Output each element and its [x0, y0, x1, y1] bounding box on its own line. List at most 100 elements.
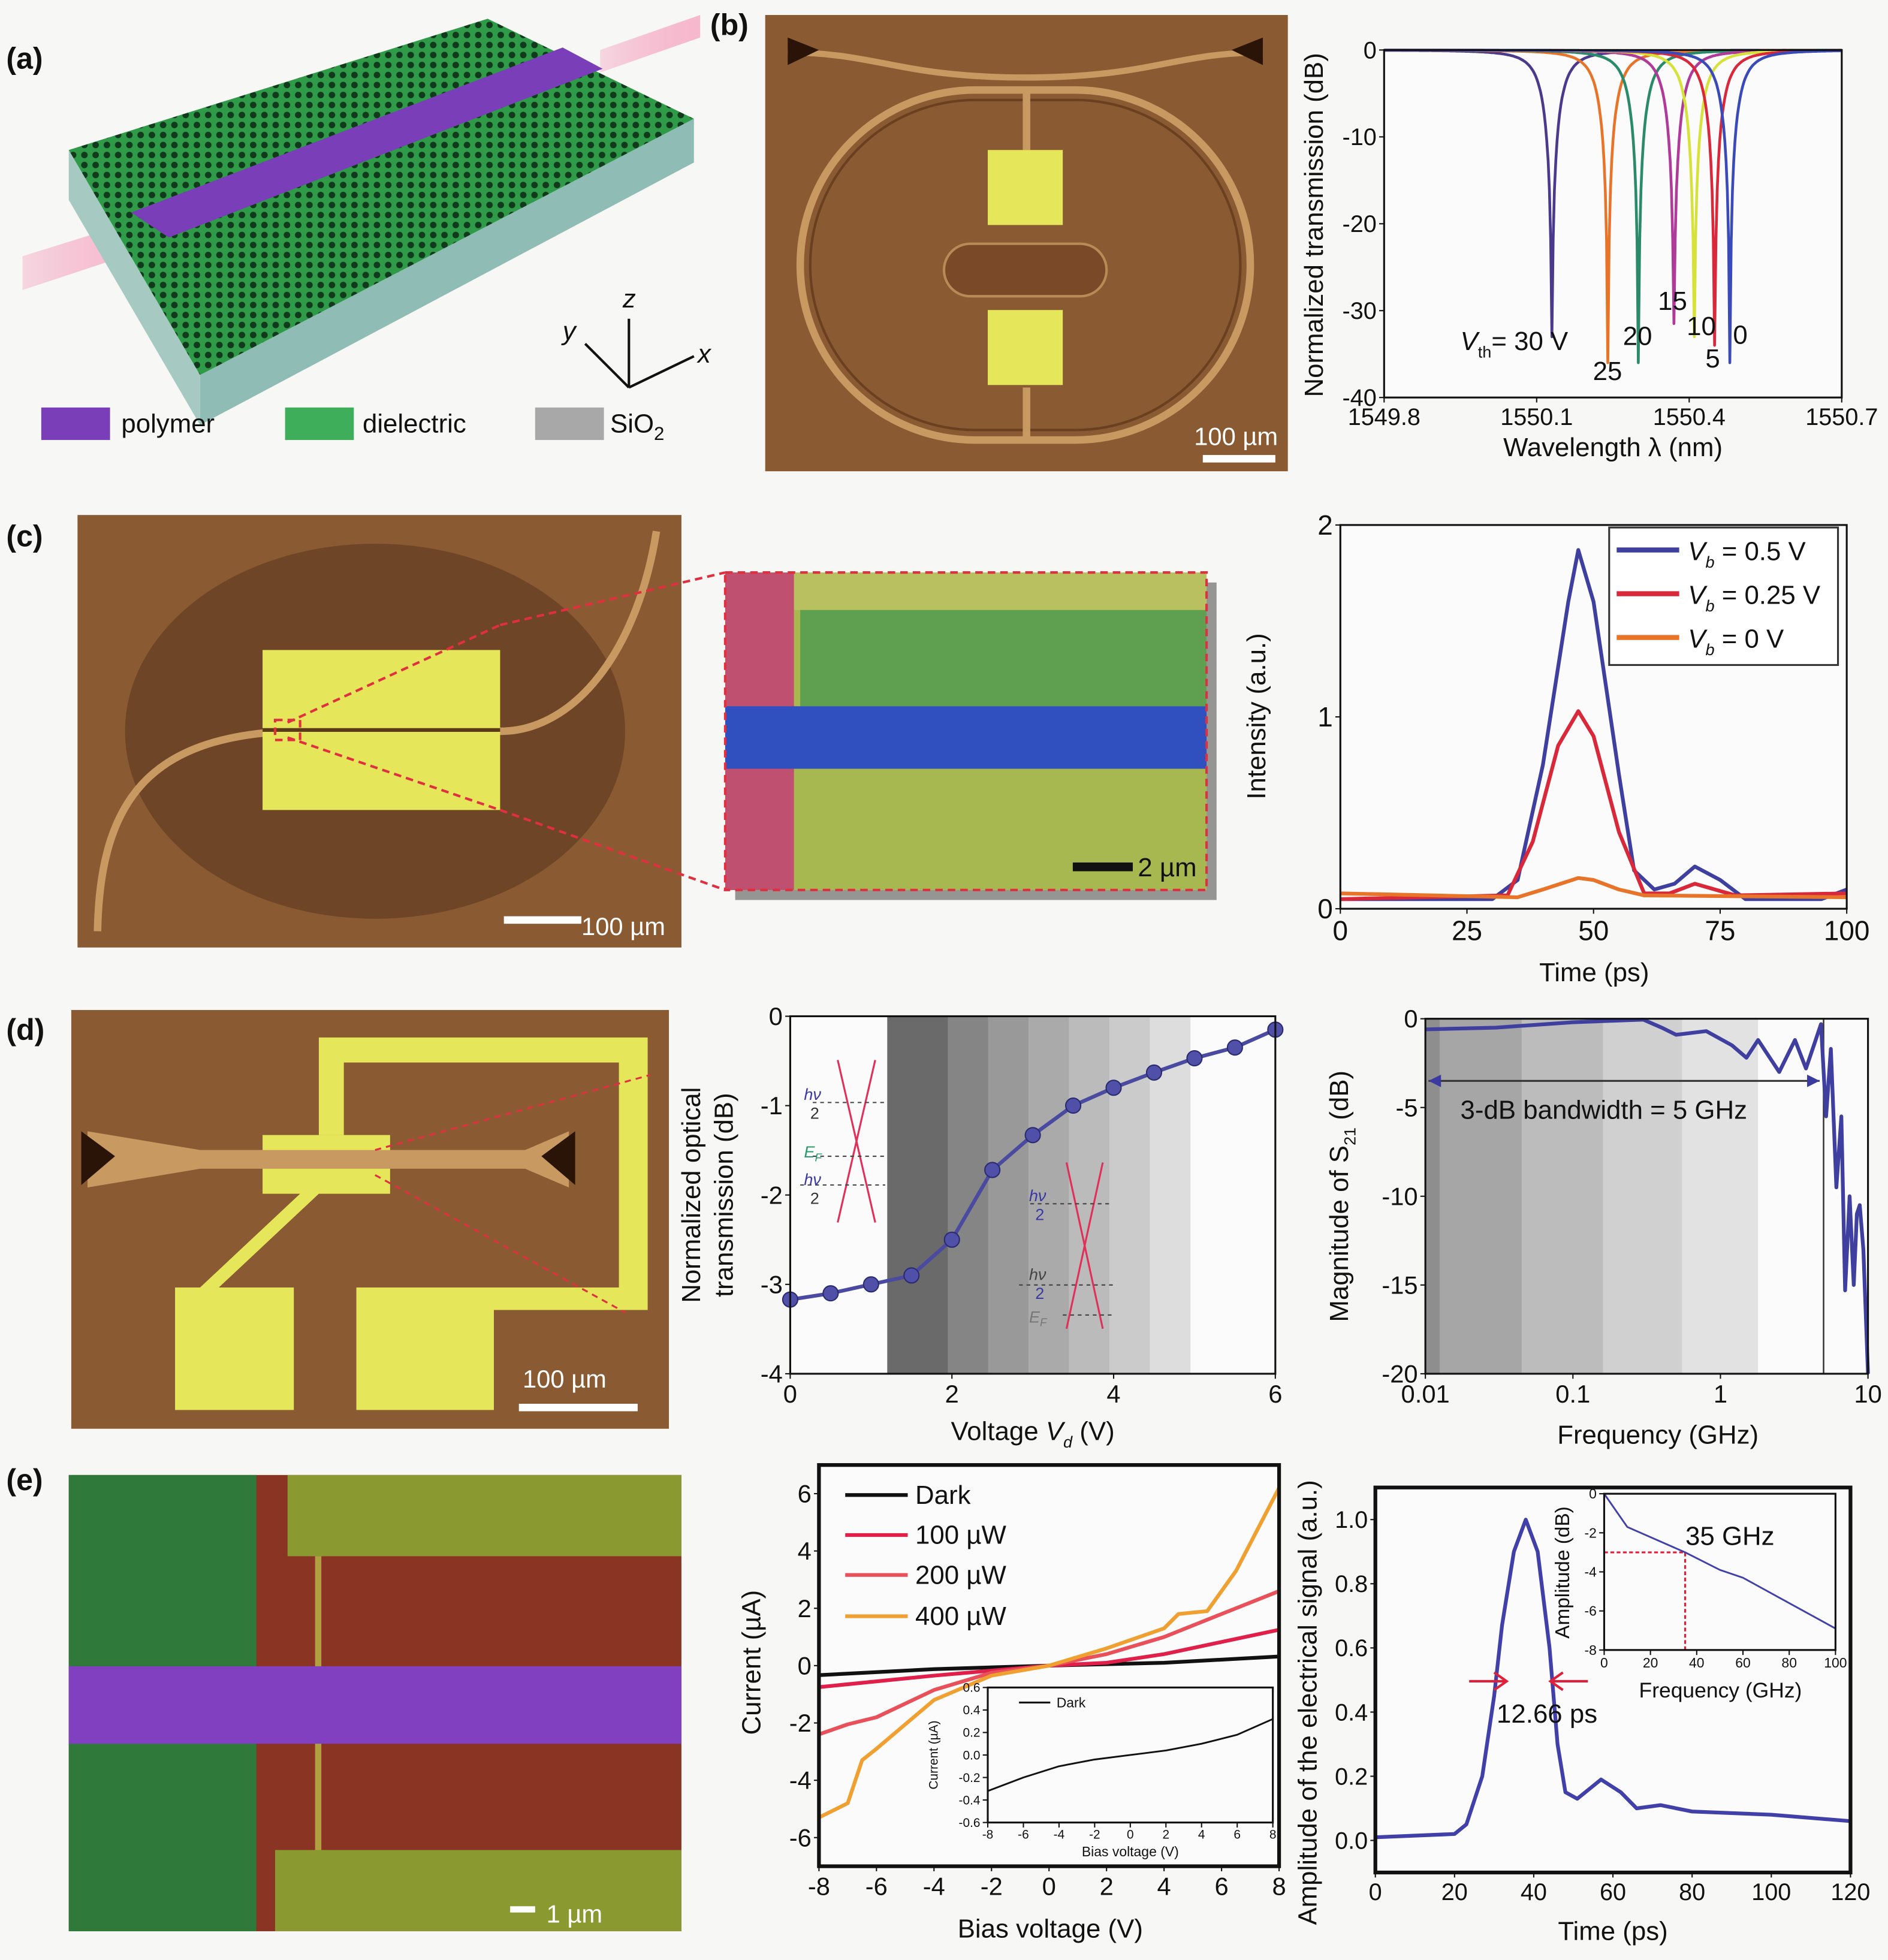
arrow-head-right — [1807, 1074, 1820, 1087]
legend-item: 400 µW — [915, 1602, 1006, 1631]
panel-label-d: (d) — [6, 1013, 44, 1047]
shade-band — [1109, 1016, 1150, 1374]
y-tick-label: -4 — [1585, 1564, 1597, 1579]
x-tick-label: 6 — [1215, 1872, 1229, 1901]
ef-label: EF — [804, 1142, 822, 1163]
y-tick-label: -2 — [1585, 1525, 1597, 1540]
axis-y-label: y — [561, 316, 578, 346]
x-tick-label: 6 — [1268, 1380, 1282, 1408]
x-axis-label: Time (ps) — [1558, 1917, 1667, 1946]
series-line — [1340, 709, 1847, 901]
panel-b: (b) 100 µm 1549.8 1550.1 1550.4 1550.7 0 -10 -… — [710, 8, 1878, 472]
x-tick-label: 80 — [1679, 1879, 1705, 1905]
y-tick-label: 2 — [798, 1594, 812, 1623]
x-tick-label: 1550.7 — [1805, 404, 1878, 430]
ring-resonator-micrograph: 100 µm — [765, 15, 1288, 472]
data-point — [1024, 1127, 1041, 1144]
x-tick-label: 100 — [1751, 1879, 1791, 1905]
y-tick-label: 0.6 — [1335, 1635, 1368, 1662]
x-axis-label: Voltage Vd (V) — [951, 1416, 1115, 1451]
scale-bar — [503, 916, 582, 924]
legend-swatch-sio2 — [535, 407, 604, 441]
x-tick-label: 0 — [783, 1380, 797, 1408]
axis-x-label: x — [696, 339, 712, 369]
modulator-micrograph: 100 µm — [71, 1010, 669, 1429]
data-point — [943, 1231, 960, 1248]
y-tick-label: 0 — [1589, 1486, 1597, 1501]
chart-iv-curves: -8 -6 -4 -2 0 2 4 6 8 6 4 2 0 -2 -4 -6 — [789, 1463, 1286, 1901]
series-line — [818, 1486, 1281, 1820]
zoom-lines — [273, 571, 726, 891]
curve-label: 25 — [1593, 357, 1622, 386]
inset-chart-dark-current: -8 -6 -4 -2 0 2 4 6 8 0.6 0.4 0.2 0.0 -0.2 -0.4 -0.6 — [959, 1681, 1277, 1842]
y-tick-label: 6 — [798, 1480, 812, 1508]
x-tick-label: 25 — [1452, 915, 1482, 946]
panel-label-e: (e) — [6, 1463, 43, 1497]
y-tick-label: 1 — [1317, 701, 1333, 732]
polymer-waveguide — [131, 47, 603, 238]
panel-label-c: (c) — [6, 519, 43, 553]
chart-s21-response: 0.01 0.1 1 10 0 -5 -10 -15 -20 — [1382, 1005, 1881, 1408]
y-tick-label: -15 — [1382, 1271, 1417, 1299]
device-3d-illustration — [22, 15, 701, 426]
hv-label: hν — [1029, 1265, 1046, 1284]
y-tick-label: 0 — [798, 1651, 812, 1679]
x-tick-label: -6 — [1018, 1828, 1029, 1842]
x-tick-label: 0 — [1333, 915, 1349, 946]
data-point — [862, 1276, 879, 1293]
fwhm-annotation: 12.66 ps — [1497, 1699, 1597, 1729]
bandwidth-marker — [1604, 1551, 1687, 1650]
y-axis-label: Intensity (a.u.) — [1242, 633, 1271, 799]
inset-legend-group: Dark — [1019, 1695, 1086, 1711]
x-tick-label: -2 — [981, 1872, 1003, 1901]
y-tick-label: -20 — [1382, 1360, 1417, 1388]
panel-d: (d) 100 µm 0 2 4 6 0 -1 -2 -3 -4 hν 2 EF hν 2 hν… — [6, 1002, 1881, 1451]
x-tick-label: 2 — [1162, 1828, 1169, 1842]
x-tick-label: 0 — [1600, 1655, 1608, 1670]
zoomed-inset-micrograph: 2 µm — [723, 571, 1217, 900]
data-point — [1145, 1064, 1163, 1081]
legend-item: Vb = 0 V — [1688, 624, 1784, 659]
y-tick-label: -20 — [1343, 211, 1377, 237]
vth-label: Vth= 30 V — [1461, 327, 1569, 361]
inset-chart-frequency-response: 0 20 40 60 80 100 0 -2 -4 -6 -8 — [1585, 1486, 1847, 1670]
shade-band — [948, 1016, 988, 1374]
legend-polymer: polymer — [121, 409, 215, 439]
shade-band — [1682, 1018, 1759, 1374]
plot-area — [1604, 1494, 1836, 1650]
y-tick-label: 0 — [1364, 37, 1377, 64]
x-tick-label: 4 — [1106, 1380, 1120, 1408]
data-point — [822, 1285, 839, 1302]
photodetector-micrograph: 100 µm — [77, 515, 681, 948]
inset-x-axis-label: Bias voltage (V) — [1082, 1844, 1179, 1859]
x-tick-label: 0.01 — [1401, 1380, 1450, 1408]
x-tick-label: -2 — [1089, 1828, 1100, 1842]
axis-z-label: z — [622, 284, 636, 313]
series-line — [987, 1718, 1274, 1792]
material-legend: polymer dielectric SiO2 — [41, 407, 664, 444]
waveguide-strip — [725, 706, 1207, 769]
x-tick-label: 6 — [1233, 1828, 1241, 1842]
legend-item: 100 µW — [915, 1521, 1006, 1550]
x-tick-label: 100 — [1824, 1655, 1847, 1670]
legend: Vb = 0.5 V Vb = 0.25 V Vb = 0 V — [1608, 526, 1839, 667]
data-point — [1186, 1050, 1203, 1067]
arrow-head-left — [1428, 1074, 1441, 1087]
legend-item: Dark — [915, 1480, 971, 1510]
band-diagram-inset-right: hν 2 hν 2 EF — [1019, 1162, 1114, 1329]
y-tick-label: 0 — [1404, 1005, 1417, 1033]
x-tick-label: 40 — [1689, 1655, 1705, 1670]
data-point — [984, 1162, 1001, 1178]
shade-band — [1440, 1018, 1522, 1374]
shade-band — [1029, 1016, 1069, 1374]
x-tick-label: -8 — [982, 1828, 994, 1842]
y-tick-label: 0 — [1317, 893, 1333, 924]
data-point — [1226, 1039, 1243, 1056]
x-axis-label: Frequency (GHz) — [1557, 1421, 1759, 1450]
x-axis-label: Wavelength λ (nm) — [1503, 433, 1723, 462]
y-tick-label: -1 — [761, 1091, 783, 1120]
x-tick-label: 0.1 — [1555, 1380, 1590, 1408]
x-tick-label: 1 — [1714, 1380, 1727, 1408]
x-tick-label: 0 — [1127, 1828, 1134, 1842]
